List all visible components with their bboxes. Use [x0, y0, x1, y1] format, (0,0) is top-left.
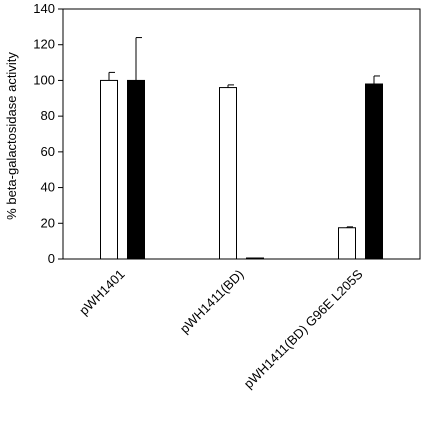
y-tick-label: 40	[41, 180, 55, 195]
category-label-2: pWH1411(BD)	[177, 267, 247, 337]
y-tick-label: 100	[33, 72, 55, 87]
y-tick-label: 120	[33, 37, 55, 52]
y-tick-label: 20	[41, 215, 55, 230]
y-tick-label: 80	[41, 108, 55, 123]
bar-black-1	[127, 79, 145, 260]
y-axis-title: % beta-galactosidase activity	[4, 52, 19, 220]
y-tick-label: 0	[48, 251, 55, 266]
category-label-1: pWH1401	[76, 267, 127, 318]
bar-white-3	[338, 227, 356, 260]
y-tick-label: 140	[33, 1, 55, 16]
bar-white-2	[219, 87, 237, 260]
bar-black-2	[246, 257, 264, 260]
bar-white-1	[100, 79, 118, 260]
plot-frame	[62, 8, 421, 260]
y-tick-label: 60	[41, 144, 55, 159]
bar-black-3	[365, 83, 383, 260]
category-label-3: pWH1411(BD) G96E L205S	[241, 266, 366, 391]
plot-area: 0 20 40 60 80 100 120 140 pWH1401 pWH1411(BD)pWH1…	[33, 1, 421, 391]
